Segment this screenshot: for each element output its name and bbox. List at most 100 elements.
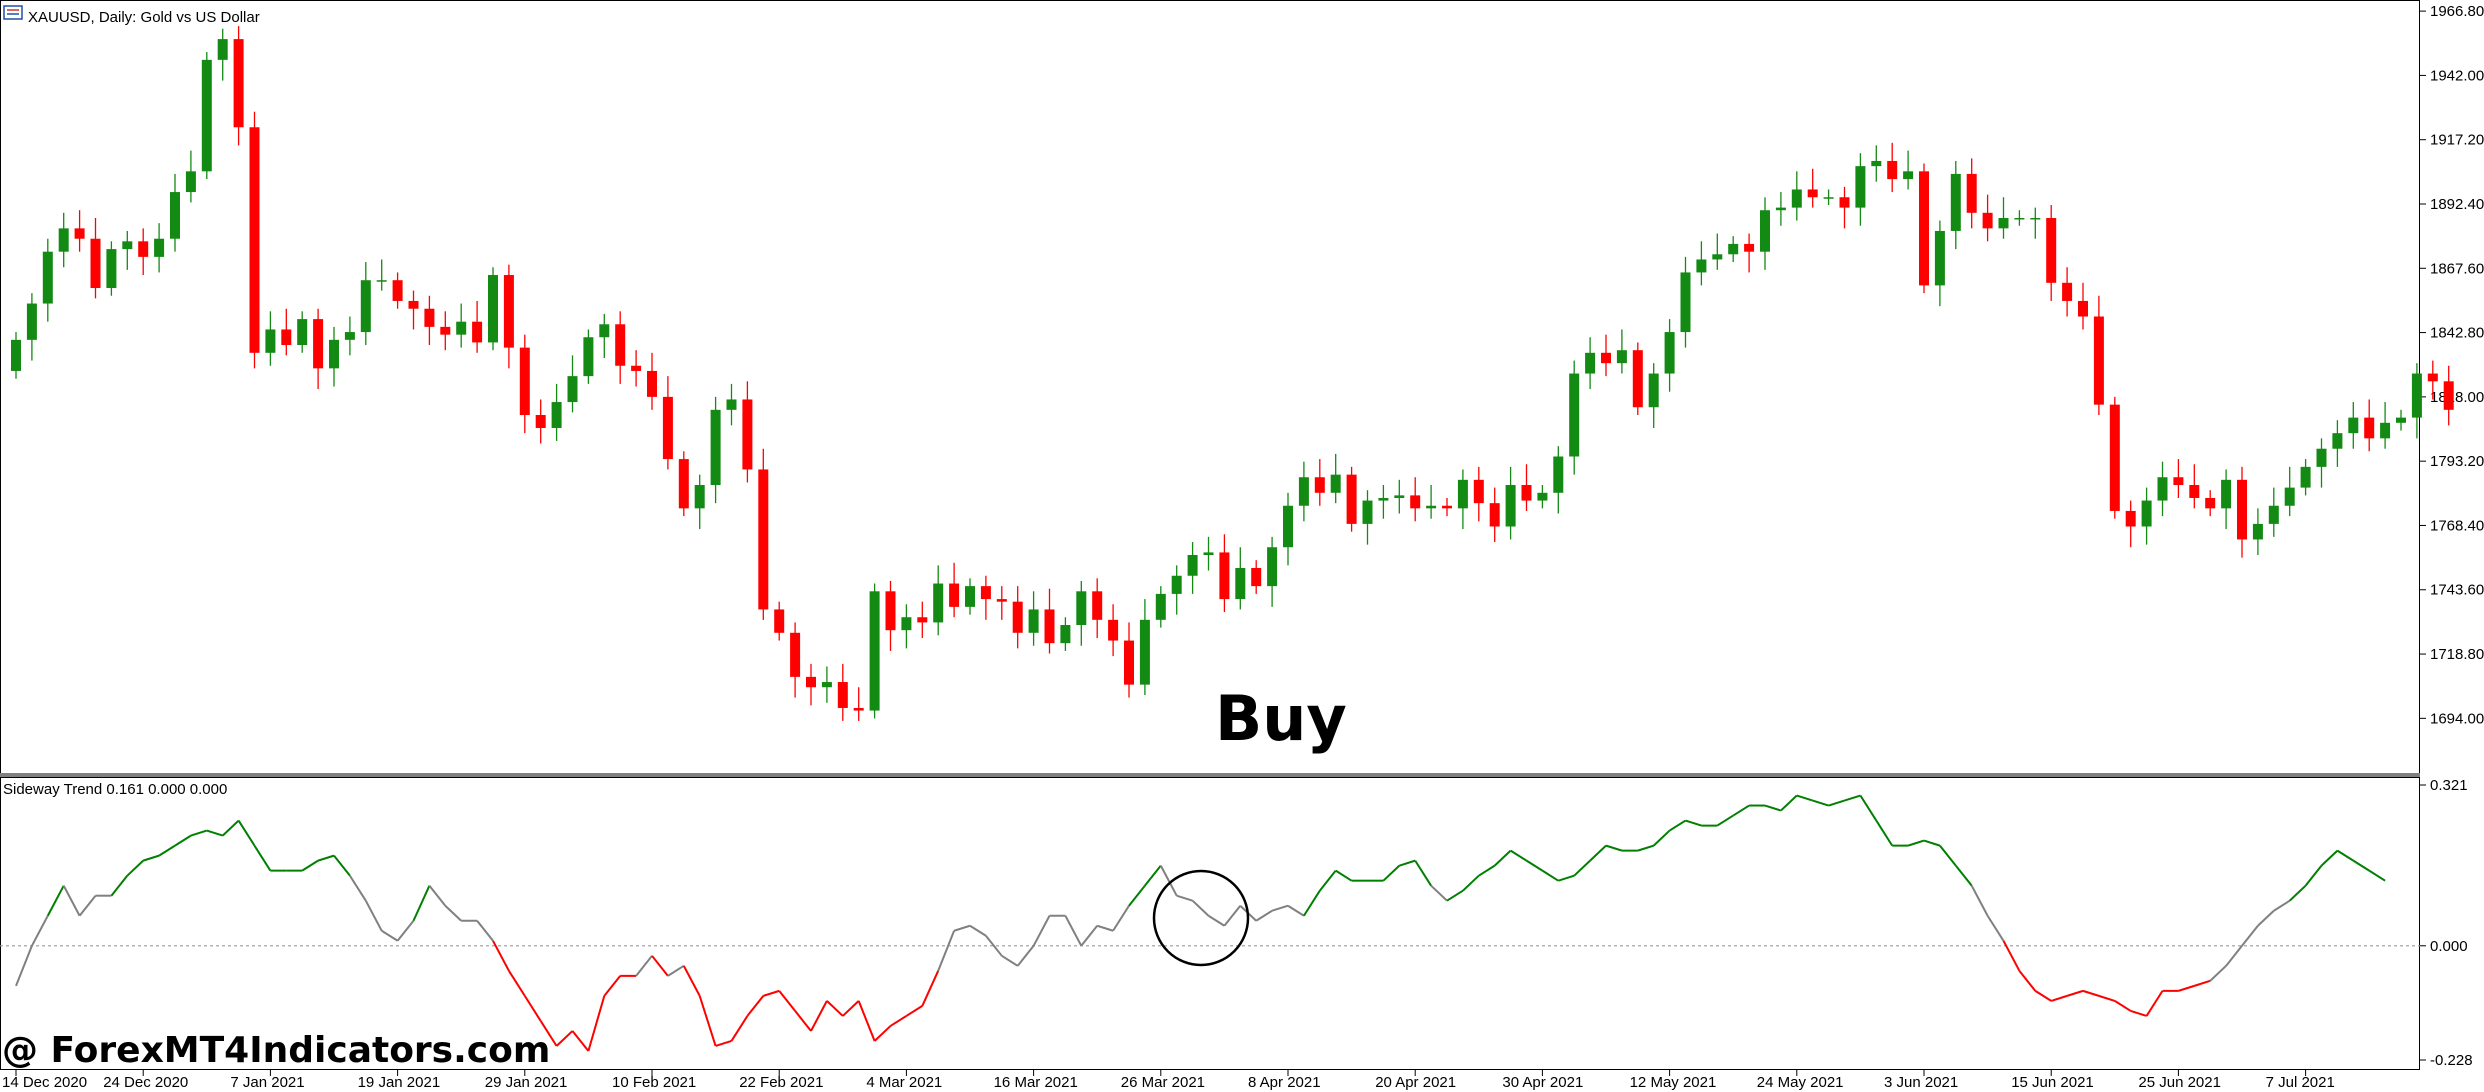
candle[interactable] [58, 212, 69, 268]
candle[interactable] [11, 332, 21, 379]
candle[interactable] [344, 316, 355, 356]
candle[interactable] [2411, 363, 2422, 439]
candle[interactable] [774, 601, 785, 641]
candle[interactable] [1553, 446, 1564, 514]
candle[interactable] [1155, 586, 1166, 628]
candle[interactable] [1903, 150, 1914, 190]
candle[interactable] [1505, 466, 1516, 540]
candle[interactable] [949, 562, 960, 618]
candle[interactable] [1139, 599, 1150, 696]
candle[interactable] [1966, 158, 1977, 229]
candle[interactable] [1950, 160, 1961, 250]
candle[interactable] [1362, 490, 1373, 545]
candle[interactable] [1823, 189, 1834, 206]
candle[interactable] [2380, 402, 2391, 449]
candle[interactable] [1760, 197, 1770, 270]
candle[interactable] [1648, 363, 1659, 428]
candle[interactable] [503, 264, 514, 369]
candle[interactable] [2396, 409, 2406, 431]
candle[interactable] [853, 687, 864, 721]
candle[interactable] [1330, 453, 1341, 504]
candle[interactable] [1807, 168, 1818, 208]
candle[interactable] [1585, 337, 1596, 390]
candle[interactable] [1092, 578, 1103, 638]
candle[interactable] [885, 580, 896, 651]
candle[interactable] [631, 350, 642, 387]
candle[interactable] [2062, 267, 2073, 317]
candle[interactable] [42, 238, 53, 322]
candle[interactable] [837, 663, 848, 721]
candle[interactable] [281, 308, 292, 356]
price-panel[interactable] [0, 0, 2420, 775]
candle[interactable] [1839, 186, 1850, 229]
candle[interactable] [1044, 588, 1055, 654]
candle[interactable] [138, 228, 149, 276]
candle[interactable] [90, 217, 101, 299]
candle[interactable] [1108, 604, 1119, 657]
candle[interactable] [567, 355, 578, 413]
candle[interactable] [694, 474, 705, 530]
candle[interactable] [1219, 534, 1230, 613]
indicator-lines[interactable] [15, 794, 2386, 1052]
candle[interactable] [201, 52, 212, 180]
candle[interactable] [1394, 479, 1405, 514]
candle[interactable] [1378, 485, 1389, 519]
candle[interactable] [2205, 490, 2216, 517]
candle[interactable] [519, 334, 530, 434]
candle[interactable] [1696, 241, 1707, 286]
candle[interactable] [1919, 163, 1929, 294]
candle[interactable] [233, 26, 244, 146]
candle[interactable] [1076, 580, 1087, 646]
candle[interactable] [1442, 497, 1452, 517]
candle[interactable] [1187, 542, 1198, 594]
candle[interactable] [360, 262, 371, 346]
candle[interactable] [933, 565, 944, 636]
candle[interactable] [710, 396, 721, 504]
candle[interactable] [678, 451, 689, 517]
candle[interactable] [2093, 295, 2104, 416]
candle[interactable] [1124, 622, 1134, 698]
candle[interactable] [869, 583, 880, 719]
candle[interactable] [106, 241, 117, 296]
candle[interactable] [647, 352, 657, 410]
candle[interactable] [1171, 565, 1182, 615]
candle[interactable] [249, 111, 260, 369]
candle[interactable] [376, 259, 387, 291]
candle[interactable] [26, 293, 37, 361]
candle[interactable] [806, 663, 816, 706]
candle[interactable] [2014, 210, 2025, 226]
candle[interactable] [265, 311, 276, 366]
candle[interactable] [996, 586, 1007, 620]
candle[interactable] [662, 376, 673, 470]
candle[interactable] [488, 267, 498, 351]
candle[interactable] [726, 383, 737, 426]
candle[interactable] [1346, 466, 1357, 532]
candle[interactable] [1537, 485, 1548, 509]
candle[interactable] [1871, 145, 1882, 182]
candle[interactable] [472, 300, 483, 353]
candle[interactable] [551, 383, 562, 441]
candle[interactable] [2364, 399, 2375, 452]
candle[interactable] [2221, 469, 2232, 530]
candle[interactable] [901, 604, 912, 649]
candle[interactable] [1680, 256, 1691, 348]
candle[interactable] [2300, 459, 2311, 496]
candle[interactable] [1426, 485, 1437, 519]
candle[interactable] [599, 313, 610, 358]
candle[interactable] [392, 272, 403, 309]
candle[interactable] [1887, 142, 1898, 193]
candle[interactable] [1728, 236, 1739, 263]
candle[interactable] [2125, 500, 2136, 548]
candle[interactable] [2109, 396, 2120, 519]
candle[interactable] [2046, 205, 2057, 301]
candle[interactable] [2348, 402, 2359, 449]
candle[interactable] [1267, 536, 1278, 607]
candle[interactable] [1251, 560, 1262, 594]
candle[interactable] [2332, 420, 2343, 467]
candle[interactable] [1934, 220, 1945, 307]
candle[interactable] [1569, 360, 1580, 475]
candle[interactable] [329, 326, 339, 387]
candle[interactable] [535, 399, 546, 444]
candle[interactable] [122, 230, 133, 270]
candle[interactable] [980, 575, 991, 620]
